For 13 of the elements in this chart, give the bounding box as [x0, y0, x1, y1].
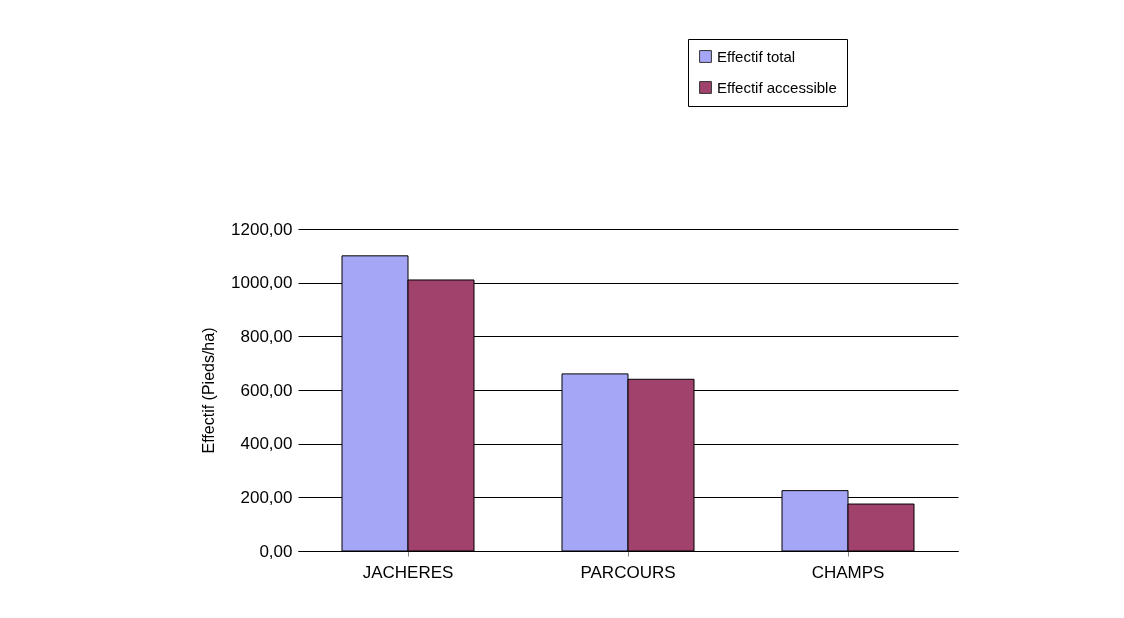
y-axis-title: Effectif (Pieds/ha) — [200, 327, 218, 454]
y-tick-label: 200,00 — [240, 487, 293, 507]
y-tick-label: 600,00 — [240, 380, 293, 400]
legend-label: Effectif accessible — [717, 78, 837, 96]
legend-label: Effectif total — [717, 47, 796, 65]
x-tick-label: CHAMPS — [811, 562, 885, 582]
x-tick-label: PARCOURS — [580, 562, 676, 582]
y-tick-label: 1200,00 — [231, 219, 293, 239]
y-tick-label: 0,00 — [259, 541, 293, 561]
y-tick-label: 800,00 — [240, 326, 293, 346]
y-tick-label: 400,00 — [240, 434, 293, 454]
x-tick-label: JACHERES — [362, 562, 454, 582]
y-tick-label: 1000,00 — [231, 273, 293, 293]
